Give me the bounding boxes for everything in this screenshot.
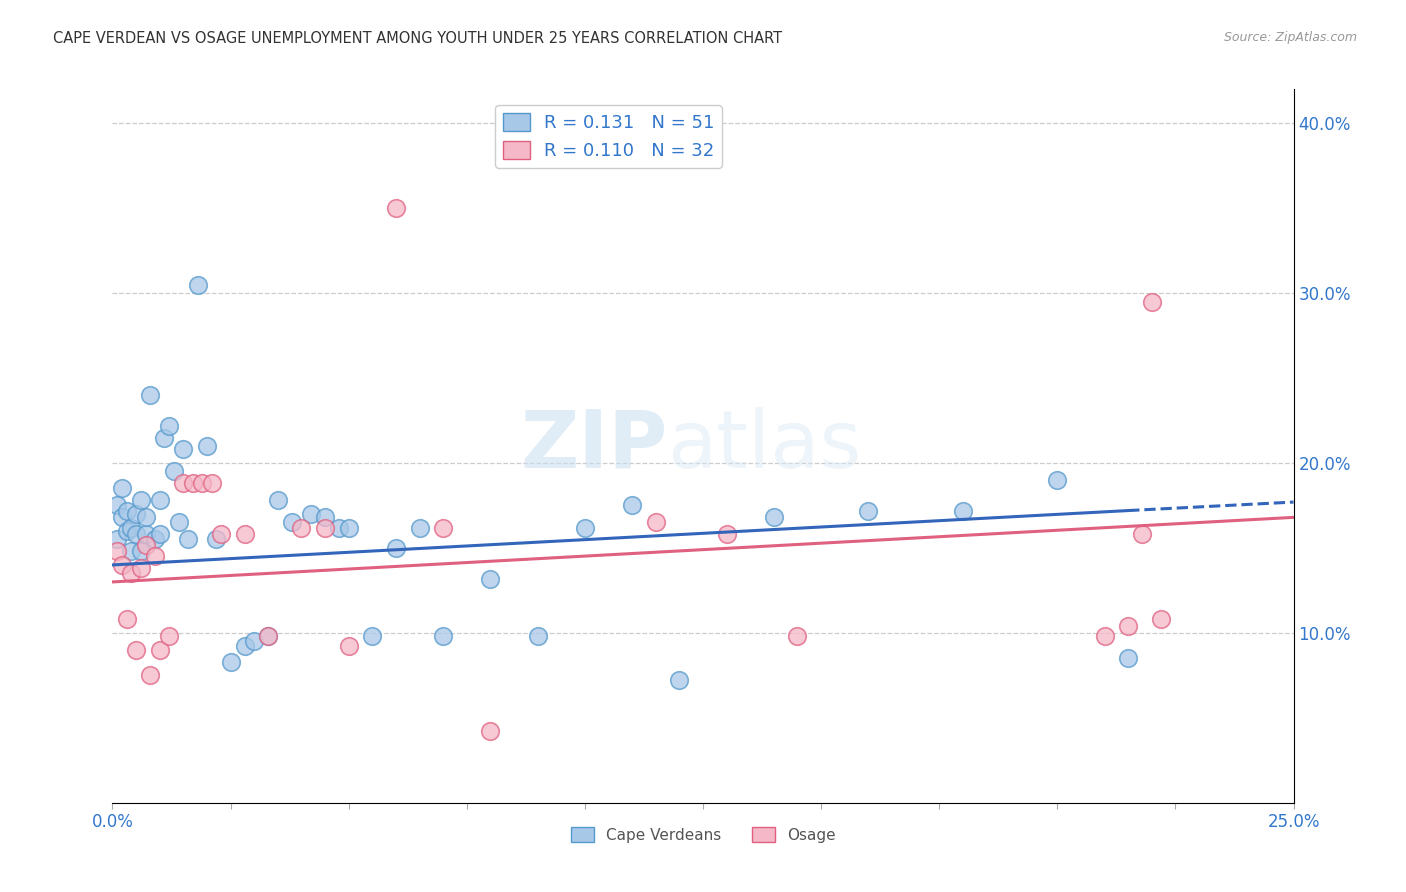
Point bbox=[129, 544, 152, 558]
Point bbox=[267, 493, 290, 508]
Point bbox=[205, 533, 228, 547]
Point bbox=[1116, 619, 1139, 633]
Text: ZIP: ZIP bbox=[520, 407, 668, 485]
Point bbox=[115, 612, 138, 626]
Point bbox=[668, 673, 690, 688]
Point bbox=[858, 503, 880, 517]
Point bbox=[219, 655, 242, 669]
Point bbox=[172, 476, 194, 491]
Point bbox=[314, 520, 336, 534]
Point bbox=[115, 503, 138, 517]
Point bbox=[157, 418, 180, 433]
Point bbox=[149, 527, 172, 541]
Point bbox=[408, 520, 430, 534]
Point bbox=[111, 558, 134, 572]
Point bbox=[1046, 473, 1069, 487]
Point bbox=[153, 430, 176, 444]
Point bbox=[120, 544, 142, 558]
Point bbox=[328, 520, 350, 534]
Point bbox=[135, 537, 157, 551]
Point bbox=[149, 643, 172, 657]
Point bbox=[243, 634, 266, 648]
Point bbox=[129, 561, 152, 575]
Point bbox=[135, 527, 157, 541]
Point bbox=[129, 493, 152, 508]
Point bbox=[574, 520, 596, 534]
Point bbox=[432, 629, 454, 643]
Point bbox=[1150, 612, 1173, 626]
Point bbox=[139, 668, 162, 682]
Point bbox=[716, 527, 738, 541]
Point bbox=[257, 629, 280, 643]
Point bbox=[120, 520, 142, 534]
Point bbox=[135, 510, 157, 524]
Point bbox=[181, 476, 204, 491]
Point bbox=[163, 465, 186, 479]
Point bbox=[621, 499, 644, 513]
Point bbox=[299, 507, 322, 521]
Point bbox=[115, 524, 138, 538]
Point bbox=[1116, 651, 1139, 665]
Point bbox=[105, 544, 128, 558]
Text: atlas: atlas bbox=[668, 407, 862, 485]
Point bbox=[191, 476, 214, 491]
Point bbox=[105, 533, 128, 547]
Point bbox=[209, 527, 232, 541]
Point bbox=[111, 510, 134, 524]
Point bbox=[172, 442, 194, 457]
Point bbox=[1094, 629, 1116, 643]
Text: CAPE VERDEAN VS OSAGE UNEMPLOYMENT AMONG YOUTH UNDER 25 YEARS CORRELATION CHART: CAPE VERDEAN VS OSAGE UNEMPLOYMENT AMONG… bbox=[53, 31, 783, 46]
Point bbox=[644, 516, 666, 530]
Point bbox=[337, 640, 360, 654]
Point bbox=[233, 527, 256, 541]
Point bbox=[143, 533, 166, 547]
Point bbox=[125, 507, 148, 521]
Point bbox=[314, 510, 336, 524]
Point bbox=[952, 503, 974, 517]
Point bbox=[139, 388, 162, 402]
Point bbox=[157, 629, 180, 643]
Text: Source: ZipAtlas.com: Source: ZipAtlas.com bbox=[1223, 31, 1357, 45]
Point bbox=[1130, 527, 1153, 541]
Point bbox=[105, 499, 128, 513]
Point bbox=[186, 277, 208, 292]
Point bbox=[526, 629, 548, 643]
Point bbox=[120, 566, 142, 581]
Point bbox=[432, 520, 454, 534]
Point bbox=[385, 201, 408, 215]
Point bbox=[479, 724, 502, 739]
Point bbox=[257, 629, 280, 643]
Point bbox=[385, 541, 408, 555]
Point bbox=[290, 520, 312, 534]
Point bbox=[201, 476, 224, 491]
Legend: Cape Verdeans, Osage: Cape Verdeans, Osage bbox=[565, 821, 841, 848]
Point bbox=[786, 629, 808, 643]
Point bbox=[167, 516, 190, 530]
Point bbox=[762, 510, 785, 524]
Point bbox=[337, 520, 360, 534]
Point bbox=[281, 516, 304, 530]
Point bbox=[143, 549, 166, 564]
Point bbox=[1140, 294, 1163, 309]
Point bbox=[111, 482, 134, 496]
Point bbox=[125, 643, 148, 657]
Point bbox=[177, 533, 200, 547]
Point bbox=[233, 640, 256, 654]
Point bbox=[149, 493, 172, 508]
Point bbox=[479, 572, 502, 586]
Point bbox=[361, 629, 384, 643]
Point bbox=[195, 439, 218, 453]
Point bbox=[125, 527, 148, 541]
